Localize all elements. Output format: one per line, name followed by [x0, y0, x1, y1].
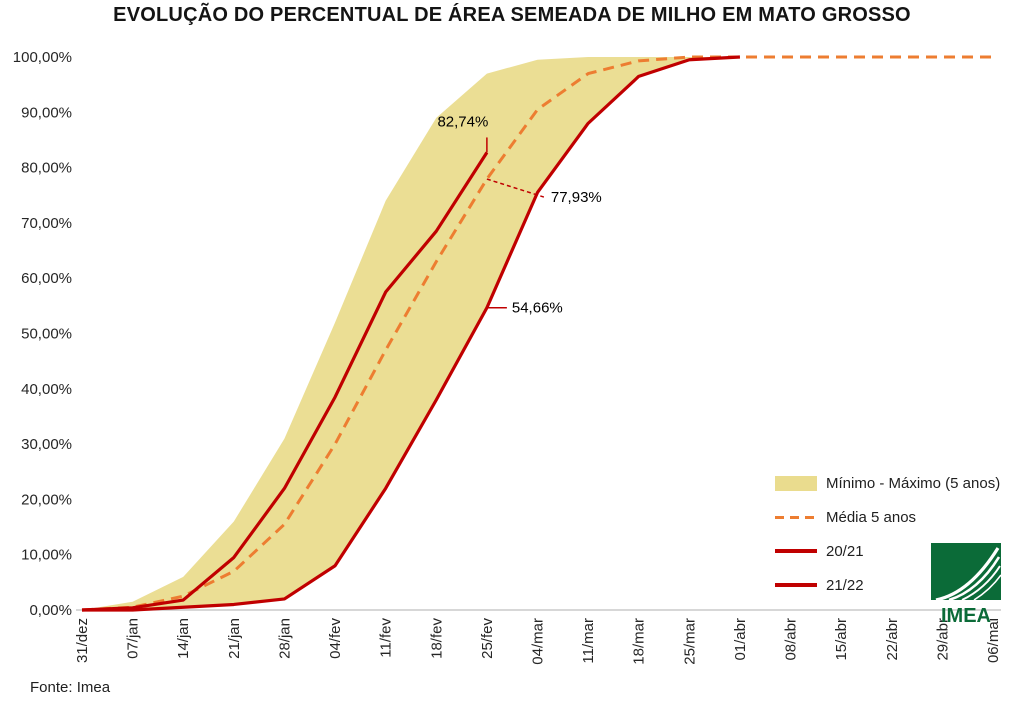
x-tick-label: 11/mar [580, 618, 597, 664]
min-max-band [82, 57, 740, 610]
imea-logo-stripe [973, 574, 1002, 601]
imea-logo-text: IMEA [941, 605, 991, 627]
x-tick-label: 04/fev [327, 618, 344, 659]
x-tick-label: 25/mar [681, 618, 698, 665]
season-2122-line-swatch [775, 583, 817, 587]
y-tick-label: 0,00% [29, 602, 72, 619]
min-max-band-swatch [775, 475, 817, 491]
y-tick-label: 50,00% [21, 326, 72, 343]
x-tick-label: 07/jan [125, 618, 142, 659]
x-tick-label: 15/abr [833, 618, 850, 661]
x-tick-label: 28/jan [276, 618, 293, 659]
x-tick-label: 11/fev [378, 618, 395, 658]
media-line-swatch [775, 515, 817, 519]
x-tick-label: 18/mar [631, 618, 648, 665]
x-tick-label: 29/abr [934, 618, 951, 661]
x-tick-label: 14/jan [175, 618, 192, 659]
y-tick-label: 20,00% [21, 491, 72, 508]
series-line-s2021 [82, 55, 741, 612]
legend-label: 21/22 [826, 576, 864, 594]
imea-logo: IMEA [928, 543, 1004, 632]
x-tick-label: 21/jan [226, 618, 243, 659]
x-tick-label: 31/dez [74, 618, 91, 663]
y-tick-label: 10,00% [21, 547, 72, 564]
series-line-media [81, 55, 993, 612]
x-tick-label: 04/mar [530, 618, 547, 665]
annotation-label: 54,66% [512, 300, 563, 317]
annotation-label: 77,93% [551, 189, 602, 206]
x-tick-label: 22/abr [884, 618, 901, 661]
legend-item-2021: 20/21 [775, 541, 1000, 561]
series-line-s2122 [81, 151, 489, 612]
y-tick-label: 70,00% [21, 215, 72, 232]
annotation-label: 82,74% [437, 113, 488, 130]
legend: Mínimo - Máximo (5 anos) Média 5 anos 20… [775, 473, 1000, 595]
legend-label: Média 5 anos [826, 508, 917, 526]
x-tick-label: 01/abr [732, 618, 749, 661]
legend-item-media: Média 5 anos [775, 507, 1000, 527]
source-note: Fonte: Imea [30, 679, 111, 696]
imea-logo-stripe [935, 547, 1000, 602]
annotation-leader [486, 178, 545, 198]
y-tick-label: 90,00% [21, 104, 72, 121]
chart-title: EVOLUÇÃO DO PERCENTUAL DE ÁREA SEMEADA D… [113, 4, 911, 26]
x-tick-label: 08/abr [783, 618, 800, 661]
x-tick-label: 18/fev [428, 618, 445, 659]
y-tick-label: 80,00% [21, 160, 72, 177]
season-2021-line-swatch [775, 549, 817, 553]
y-tick-label: 30,00% [21, 436, 72, 453]
y-tick-label: 40,00% [21, 381, 72, 398]
legend-label: 20/21 [826, 542, 864, 560]
legend-label: Mínimo - Máximo (5 anos) [826, 474, 1001, 492]
y-tick-label: 100,00% [13, 49, 72, 66]
legend-item-min-max: Mínimo - Máximo (5 anos) [775, 473, 1000, 493]
imea-logo-stripe [948, 556, 1001, 602]
legend-item-2122: 21/22 [775, 575, 1000, 595]
x-tick-label: 06/mai [985, 618, 1002, 663]
x-tick-label: 25/fev [479, 618, 496, 659]
imea-logo-stripe [961, 565, 1001, 601]
y-tick-label: 60,00% [21, 270, 72, 287]
